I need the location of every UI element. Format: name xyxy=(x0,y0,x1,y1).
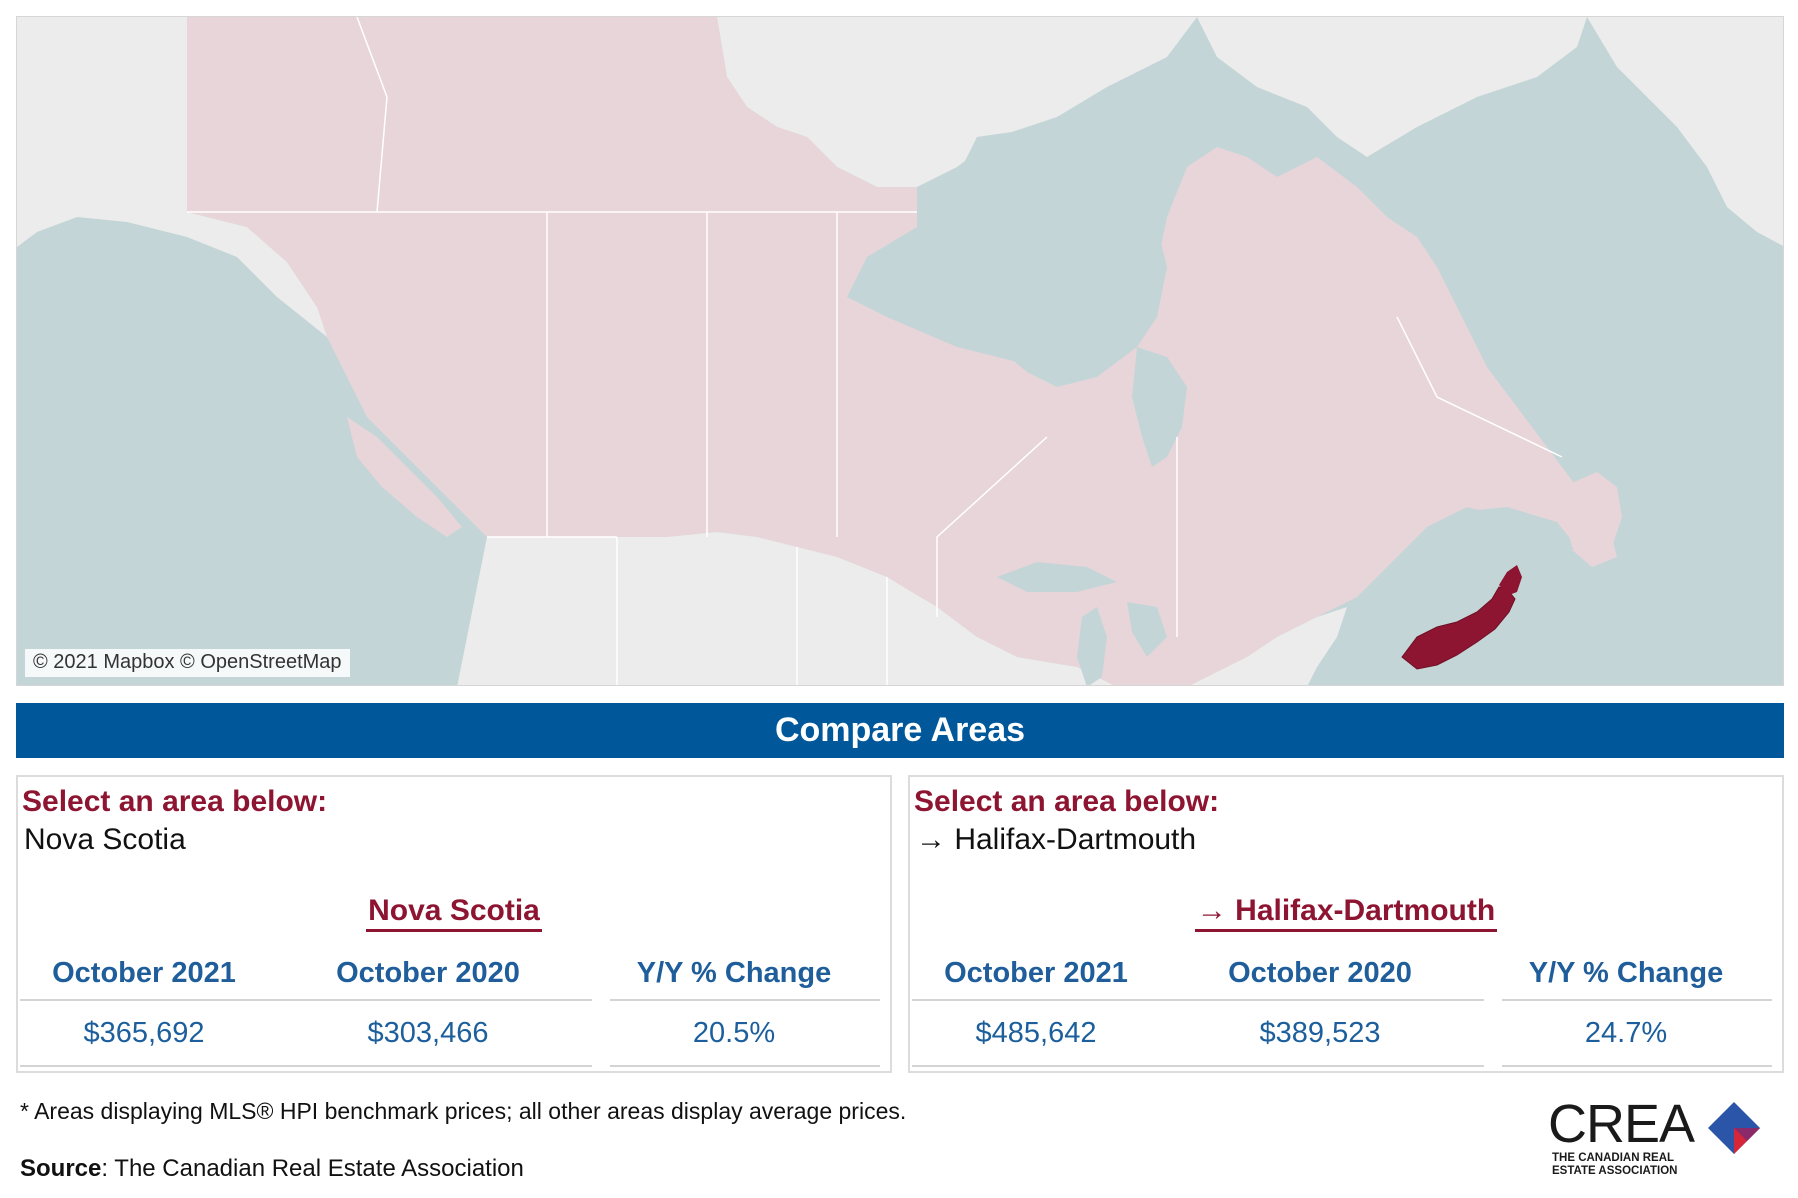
column-header-oct-2021: October 2021 xyxy=(52,957,236,989)
lake-superior xyxy=(997,562,1117,592)
crea-diamond-icon xyxy=(1708,1102,1760,1154)
header-divider xyxy=(610,999,880,1001)
row-divider xyxy=(610,1065,880,1067)
value-oct-2021: $485,642 xyxy=(975,1017,1097,1049)
crea-tagline-1: THE CANADIAN REAL xyxy=(1552,1152,1674,1164)
select-area-label: Select an area below: xyxy=(914,785,1220,818)
area-selector[interactable]: → Halifax-Dartmouth xyxy=(916,823,1197,856)
footnote: * Areas displaying MLS® HPI benchmark pr… xyxy=(20,1098,907,1124)
row-divider xyxy=(20,1065,592,1067)
select-area-label: Select an area below: xyxy=(22,785,328,818)
value-oct-2021: $365,692 xyxy=(83,1017,205,1049)
area-title: Nova Scotia xyxy=(18,894,890,932)
area-title: → Halifax-Dartmouth xyxy=(910,894,1782,932)
baffin-land xyxy=(1197,17,1587,157)
header-divider xyxy=(912,999,1484,1001)
column-header-yy-change: Y/Y % Change xyxy=(1528,957,1724,989)
value-yy-change: 24.7% xyxy=(1584,1017,1668,1049)
newfoundland-land xyxy=(1562,472,1622,562)
value-oct-2020: $389,523 xyxy=(1259,1017,1381,1049)
map-view[interactable]: © 2021 Mapbox © OpenStreetMap xyxy=(16,16,1784,686)
header-divider xyxy=(20,999,592,1001)
value-yy-change: 20.5% xyxy=(692,1017,776,1049)
compare-panel-right: Select an area below: → Halifax-Dartmout… xyxy=(908,775,1784,1073)
crea-logo: CREA THE CANADIAN REAL ESTATE ASSOCIATIO… xyxy=(1548,1094,1760,1177)
crea-wordmark: CREA xyxy=(1548,1094,1695,1154)
row-divider xyxy=(912,1065,1484,1067)
column-header-oct-2020: October 2020 xyxy=(336,957,520,989)
usa-land xyxy=(457,532,1113,685)
usa-northeast-land xyxy=(1191,607,1347,685)
row-divider xyxy=(1502,1065,1772,1067)
header-divider xyxy=(1502,999,1772,1001)
greenland-land xyxy=(1587,17,1783,246)
lake-michigan xyxy=(1077,607,1107,685)
map-canvas[interactable] xyxy=(17,17,1784,686)
compare-areas-banner: Compare Areas xyxy=(16,703,1784,758)
gulf-st-lawrence xyxy=(1417,507,1577,562)
column-header-oct-2021: October 2021 xyxy=(944,957,1128,989)
cape-breton-highlight[interactable] xyxy=(1499,565,1522,595)
source-line: Source: The Canadian Real Estate Associa… xyxy=(20,1155,524,1183)
crea-tagline-2: ESTATE ASSOCIATION xyxy=(1552,1165,1677,1177)
column-header-yy-change: Y/Y % Change xyxy=(636,957,832,989)
column-header-oct-2020: October 2020 xyxy=(1228,957,1412,989)
map-attribution[interactable]: © 2021 Mapbox © OpenStreetMap xyxy=(25,649,350,677)
area-selector[interactable]: Nova Scotia xyxy=(24,823,186,856)
lake-huron xyxy=(1127,602,1167,657)
area-title-text: → Halifax-Dartmouth xyxy=(1194,894,1498,932)
source-text: : The Canadian Real Estate Association xyxy=(101,1155,524,1182)
vancouver-island xyxy=(347,417,462,537)
area-title-text: Nova Scotia xyxy=(366,894,542,932)
value-oct-2020: $303,466 xyxy=(367,1017,489,1049)
arctic-land xyxy=(717,17,1197,187)
hudson-bay xyxy=(922,127,1167,387)
source-label: Source xyxy=(20,1155,102,1182)
james-bay xyxy=(1132,347,1187,467)
compare-panel-left: Select an area below: Nova Scotia Nova S… xyxy=(16,775,892,1073)
province-borders xyxy=(187,17,1563,685)
canada-land xyxy=(187,17,1617,685)
alaska-land xyxy=(17,17,347,347)
